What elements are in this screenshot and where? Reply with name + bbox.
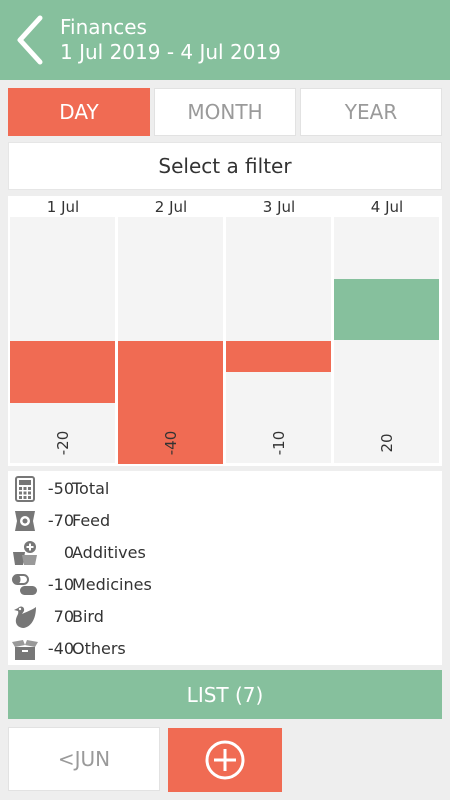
chart-day-label: 3 Jul <box>262 198 296 216</box>
chart-column[interactable] <box>226 217 331 463</box>
summary-row-total: -50 Total <box>8 473 442 505</box>
summary-label: Total <box>72 479 110 498</box>
back-button[interactable] <box>10 14 50 66</box>
category-summary: -50 Total -70 Feed 0 Additives <box>8 471 442 665</box>
summary-value: -40 <box>47 639 74 658</box>
chart-column[interactable] <box>334 217 439 463</box>
summary-row-others: -40 Others <box>8 633 442 665</box>
plus-circle-icon <box>205 740 245 780</box>
summary-value: -10 <box>47 575 74 594</box>
summary-value: 0 <box>63 543 74 562</box>
summary-value: 70 <box>53 607 74 626</box>
daily-bar-chart: 1 Jul -20 2 Jul -40 3 Jul -10 4 Jul 20 <box>8 196 442 466</box>
chart-day-label: 2 Jul <box>154 198 188 216</box>
chart-value-label: -20 <box>53 430 72 456</box>
add-entry-button[interactable] <box>168 728 282 792</box>
additives-basket-icon <box>12 540 38 566</box>
chevron-left-icon <box>17 15 43 65</box>
summary-label: Additives <box>72 543 146 562</box>
calculator-icon <box>12 476 38 502</box>
date-range: 1 Jul 2019 - 4 Jul 2019 <box>60 40 281 64</box>
app-header: Finances 1 Jul 2019 - 4 Jul 2019 <box>0 0 450 80</box>
chart-value-label: -40 <box>161 430 180 456</box>
pills-icon <box>12 572 38 598</box>
summary-row-feed: -70 Feed <box>8 505 442 537</box>
summary-label: Feed <box>72 511 111 530</box>
period-tabs: DAY MONTH YEAR <box>8 88 442 136</box>
chart-day-label: 4 Jul <box>370 198 404 216</box>
summary-row-additives: 0 Additives <box>8 537 442 569</box>
chart-value-label: -10 <box>269 430 288 456</box>
list-button[interactable]: LIST (7) <box>8 670 442 719</box>
summary-value: -50 <box>47 479 74 498</box>
chart-bar[interactable] <box>10 341 115 403</box>
summary-row-medicines: -10 Medicines <box>8 569 442 601</box>
tab-month[interactable]: MONTH <box>154 88 296 136</box>
chart-bar[interactable] <box>118 341 223 464</box>
chart-day-label: 1 Jul <box>46 198 80 216</box>
previous-month-button[interactable]: <JUN <box>8 727 160 791</box>
summary-label: Others <box>72 639 126 658</box>
chart-value-label: 20 <box>377 433 396 453</box>
tab-day[interactable]: DAY <box>8 88 150 136</box>
bird-icon <box>12 604 38 630</box>
summary-label: Medicines <box>72 575 152 594</box>
tab-year[interactable]: YEAR <box>300 88 442 136</box>
summary-label: Bird <box>72 607 104 626</box>
chart-column[interactable] <box>10 217 115 463</box>
page-title: Finances <box>60 15 147 39</box>
box-icon <box>12 636 38 662</box>
summary-row-bird: 70 Bird <box>8 601 442 633</box>
summary-value: -70 <box>47 511 74 530</box>
chart-bar[interactable] <box>334 278 439 340</box>
feed-bag-icon <box>12 508 38 534</box>
filter-selector[interactable]: Select a filter <box>8 142 442 190</box>
chart-bar[interactable] <box>226 341 331 372</box>
